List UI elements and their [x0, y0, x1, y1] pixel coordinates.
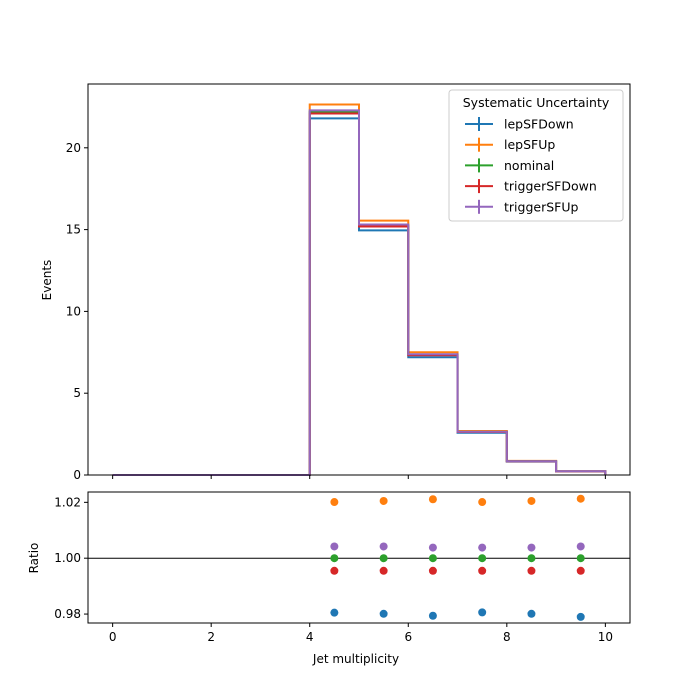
x-tick-label: 2 [207, 630, 215, 644]
ratio-point-triggerSFDown [330, 566, 339, 575]
ratio-y-tick-label: 1.02 [54, 495, 81, 509]
main-y-tick-label: 15 [66, 223, 81, 237]
main-y-ticks: 0 5 10 15 20 [66, 141, 88, 482]
ratio-frame [87, 491, 631, 624]
ratio-point-triggerSFDown [478, 566, 487, 575]
ratio-plot-area [88, 492, 630, 623]
ratio-point-lepSFDown [478, 608, 487, 617]
ratio-point-nominal [576, 554, 585, 563]
ratio-point-lepSFUp [576, 494, 585, 503]
ratio-point-triggerSFUp [330, 542, 339, 551]
x-tick-label: 6 [404, 630, 412, 644]
ratio-point-triggerSFDown [379, 566, 388, 575]
legend: Systematic Uncertainty lepSFDown lepSFUp n… [448, 89, 624, 222]
legend-item-lepSFUp: lepSFUp [465, 137, 555, 152]
main-x-ticks [112, 475, 606, 479]
ratio-point-triggerSFDown [527, 566, 536, 575]
ratio-x-ticks: 0 2 4 6 8 10 [109, 623, 613, 644]
ratio-y-tick-label: 1.00 [54, 551, 81, 565]
ratio-point-lepSFUp [428, 495, 437, 504]
ratio-point-lepSFDown [428, 611, 437, 620]
legend-item-lepSFDown: lepSFDown [465, 117, 574, 132]
legend-label-triggerSFDown: triggerSFDown [504, 179, 597, 194]
x-tick-label: 8 [503, 630, 511, 644]
ratio-point-triggerSFUp [527, 543, 536, 552]
ratio-point-nominal [527, 554, 536, 563]
ratio-panel: 0 2 4 6 8 10 0.98 1.00 1.02 Ratio Jet multiplic… [27, 491, 631, 666]
ratio-point-nominal [478, 554, 487, 563]
ratio-point-lepSFUp [379, 496, 388, 505]
main-y-tick-label: 10 [66, 304, 81, 318]
legend-label-lepSFUp: lepSFUp [504, 137, 555, 152]
legend-box [448, 89, 624, 222]
x-tick-label: 0 [109, 630, 117, 644]
ratio-point-nominal [330, 554, 339, 563]
main-frame [87, 83, 631, 476]
main-y-axis-label: Events [40, 260, 54, 301]
ratio-point-nominal [428, 554, 437, 563]
legend-label-lepSFDown: lepSFDown [504, 117, 574, 132]
ratio-point-triggerSFUp [478, 543, 487, 552]
legend-item-triggerSFDown: triggerSFDown [465, 179, 597, 194]
ratio-point-lepSFUp [478, 498, 487, 507]
x-tick-label: 10 [598, 630, 613, 644]
legend-label-triggerSFUp: triggerSFUp [504, 199, 578, 214]
ratio-point-lepSFDown [576, 612, 585, 621]
ratio-point-triggerSFDown [428, 566, 437, 575]
ratio-point-triggerSFUp [428, 543, 437, 552]
legend-items: lepSFDown lepSFUp nominal triggerSFDown trig… [465, 117, 597, 214]
main-y-tick-label: 0 [73, 468, 81, 482]
ratio-y-ticks: 0.98 1.00 1.02 [54, 495, 88, 621]
main-y-tick-label: 20 [66, 141, 81, 155]
ratio-point-nominal [379, 554, 388, 563]
ratio-y-axis-label: Ratio [27, 543, 41, 574]
ratio-point-lepSFUp [527, 496, 536, 505]
ratio-point-triggerSFUp [379, 542, 388, 551]
main-y-tick-label: 5 [73, 386, 81, 400]
ratio-points [330, 494, 585, 621]
ratio-y-tick-label: 0.98 [54, 607, 81, 621]
legend-title: Systematic Uncertainty [463, 95, 610, 110]
legend-item-nominal: nominal [465, 158, 554, 173]
x-axis-label: Jet multiplicity [312, 652, 399, 666]
ratio-point-lepSFDown [379, 609, 388, 618]
ratio-point-lepSFUp [330, 498, 339, 507]
ratio-point-lepSFDown [527, 609, 536, 618]
legend-item-triggerSFUp: triggerSFUp [465, 199, 578, 214]
ratio-point-triggerSFDown [576, 566, 585, 575]
ratio-point-triggerSFUp [576, 542, 585, 551]
legend-label-nominal: nominal [504, 158, 554, 173]
ratio-point-lepSFDown [330, 608, 339, 617]
x-tick-label: 4 [306, 630, 314, 644]
